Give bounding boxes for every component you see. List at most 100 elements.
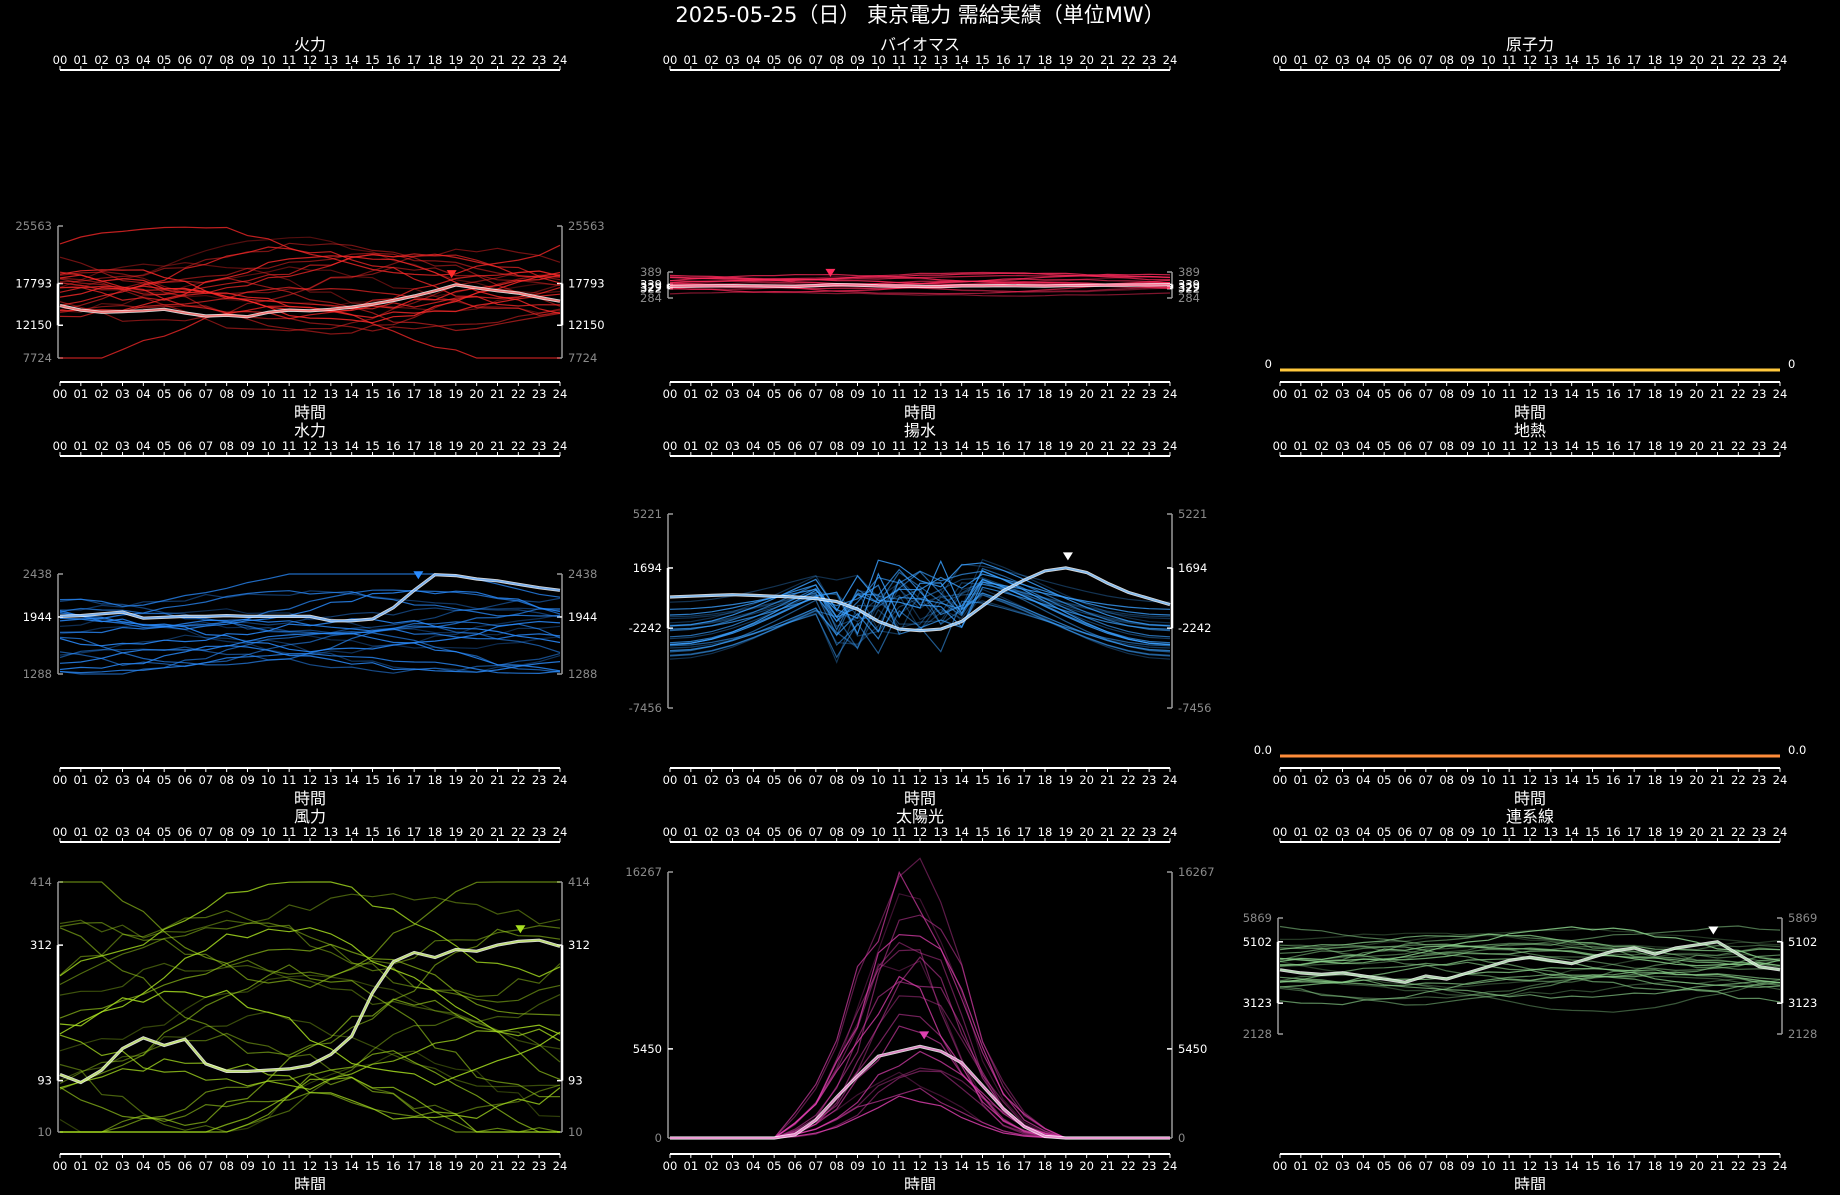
bottom-x-axis: 00 01 02 03 04 05 06 07 08 09 10 11 12 13 14 15 16 17 18 19… — [663, 1153, 1177, 1173]
x-tick-label: 12 — [303, 825, 318, 839]
x-tick-label: 07 — [1419, 439, 1434, 453]
panel-1: バイオマス 00 01 02 03 04 05 06 07 08 09 10 11 12 13 14 15 16 1… — [640, 35, 1200, 422]
x-tick-label: 03 — [1335, 439, 1350, 453]
x-tick-label: 06 — [178, 53, 193, 67]
panel-title: 風力 — [294, 807, 326, 826]
series-line-history — [59, 589, 561, 629]
x-tick-label: 10 — [1481, 1159, 1496, 1173]
top-x-axis: 00 01 02 03 04 05 06 07 08 09 10 11 12 13 14 15 16 17 18 19… — [663, 439, 1177, 457]
series-line-history — [59, 607, 561, 635]
x-tick-label: 20 — [469, 387, 484, 401]
x-tick-label: 01 — [1294, 387, 1309, 401]
x-tick-label: 18 — [1648, 773, 1663, 787]
x-tick-label: 16 — [386, 773, 401, 787]
x-tick-label: 20 — [469, 53, 484, 67]
x-tick-label: 17 — [1017, 53, 1032, 67]
x-tick-label: 04 — [136, 439, 151, 453]
x-tick-label: 02 — [1314, 773, 1329, 787]
x-tick-label: 11 — [1502, 387, 1517, 401]
x-tick-label: 16 — [996, 439, 1011, 453]
series-line-history — [1279, 975, 1781, 1000]
x-tick-label: 00 — [53, 53, 68, 67]
x-tick-label: 06 — [788, 773, 803, 787]
series-line-history — [669, 584, 1171, 635]
series-line-today — [1279, 940, 1781, 984]
x-tick-label: 24 — [1163, 825, 1178, 839]
x-tick-label: 19 — [449, 53, 464, 67]
panel-3: 水力 00 01 02 03 04 05 06 07 08 09 10 11 12 13 14 15 16 17 18… — [23, 421, 598, 808]
x-tick-label: 18 — [428, 825, 443, 839]
y-tick-label: 93 — [568, 1074, 583, 1088]
x-tick-label: 02 — [704, 773, 719, 787]
x-tick-label: 23 — [1142, 53, 1157, 67]
x-tick-label: 21 — [1100, 1159, 1115, 1173]
x-tick-label: 06 — [788, 825, 803, 839]
y-tick-label: 5221 — [1178, 507, 1207, 521]
x-tick-label: 07 — [1419, 53, 1434, 67]
x-tick-label: 17 — [407, 439, 422, 453]
x-tick-label: 02 — [704, 387, 719, 401]
x-tick-label: 07 — [199, 387, 214, 401]
x-tick-label: 06 — [1398, 439, 1413, 453]
x-tick-label: 12 — [1523, 53, 1538, 67]
x-tick-label: 04 — [136, 825, 151, 839]
x-tick-label: 14 — [344, 387, 359, 401]
x-tick-label: 07 — [809, 53, 824, 67]
x-tick-label: 07 — [199, 439, 214, 453]
x-tick-label: 17 — [1017, 773, 1032, 787]
y-tick-label: 339 — [1178, 277, 1200, 291]
x-tick-label: 05 — [767, 825, 782, 839]
series-line-history — [59, 607, 561, 627]
series-line-history — [670, 933, 1170, 1139]
x-tick-label: 05 — [157, 439, 172, 453]
panel-8: 連系線 00 01 02 03 04 05 06 07 08 09 10 11 12 13 14 15 16 17 1… — [1243, 807, 1818, 1194]
x-tick-label: 15 — [365, 387, 380, 401]
y-tick-label: 1288 — [568, 667, 597, 681]
x-tick-label: 15 — [975, 439, 990, 453]
x-tick-label: 21 — [1100, 53, 1115, 67]
x-tick-label: 09 — [1460, 53, 1475, 67]
x-tick-label: 02 — [704, 53, 719, 67]
series-line-history — [1279, 933, 1781, 970]
x-tick-label: 04 — [746, 53, 761, 67]
y-tick-label: 17793 — [568, 276, 605, 290]
series-line-history — [1279, 950, 1781, 967]
x-tick-label: 19 — [1059, 439, 1074, 453]
x-tick-label: 11 — [892, 1159, 907, 1173]
x-tick-label: 03 — [725, 439, 740, 453]
x-tick-label: 18 — [1648, 825, 1663, 839]
x-tick-label: 14 — [344, 825, 359, 839]
bottom-x-axis: 00 01 02 03 04 05 06 07 08 09 10 11 12 13 14 15 16 17 18 19… — [663, 381, 1177, 401]
x-tick-label: 04 — [136, 387, 151, 401]
x-tick-label: 19 — [1669, 825, 1684, 839]
bottom-x-axis: 00 01 02 03 04 05 06 07 08 09 10 11 12 13 14 15 16 17 18 19… — [1273, 1153, 1787, 1173]
x-tick-label: 22 — [511, 439, 526, 453]
series-line-history — [59, 285, 561, 310]
x-tick-label: 24 — [1773, 825, 1788, 839]
x-tick-label: 09 — [850, 825, 865, 839]
current-time-marker — [919, 1031, 930, 1040]
x-tick-label: 06 — [178, 387, 193, 401]
current-time-marker — [515, 925, 526, 934]
x-tick-label: 06 — [1398, 1159, 1413, 1173]
y-tick-label: 284 — [640, 291, 662, 305]
x-tick-label: 19 — [1059, 825, 1074, 839]
x-tick-label: 14 — [1564, 1159, 1579, 1173]
x-tick-label: 14 — [344, 439, 359, 453]
x-tick-label: 07 — [199, 53, 214, 67]
x-tick-label: 16 — [1606, 387, 1621, 401]
panel-title: 原子力 — [1506, 35, 1554, 54]
y-tick-label: -2242 — [1178, 621, 1211, 635]
x-tick-label: 19 — [1669, 1159, 1684, 1173]
x-tick-label: 24 — [553, 773, 568, 787]
x-tick-label: 09 — [850, 439, 865, 453]
x-tick-label: 19 — [1059, 1159, 1074, 1173]
x-tick-label: 01 — [74, 387, 89, 401]
series-line-history — [669, 281, 1171, 293]
x-tick-label: 13 — [934, 387, 949, 401]
y-tick-label: 2128 — [1788, 1027, 1817, 1041]
x-tick-label: 01 — [1294, 773, 1309, 787]
x-tick-label: 16 — [1606, 825, 1621, 839]
top-x-axis: 00 01 02 03 04 05 06 07 08 09 10 11 12 13 14 15 16 17 18 19… — [53, 53, 567, 71]
